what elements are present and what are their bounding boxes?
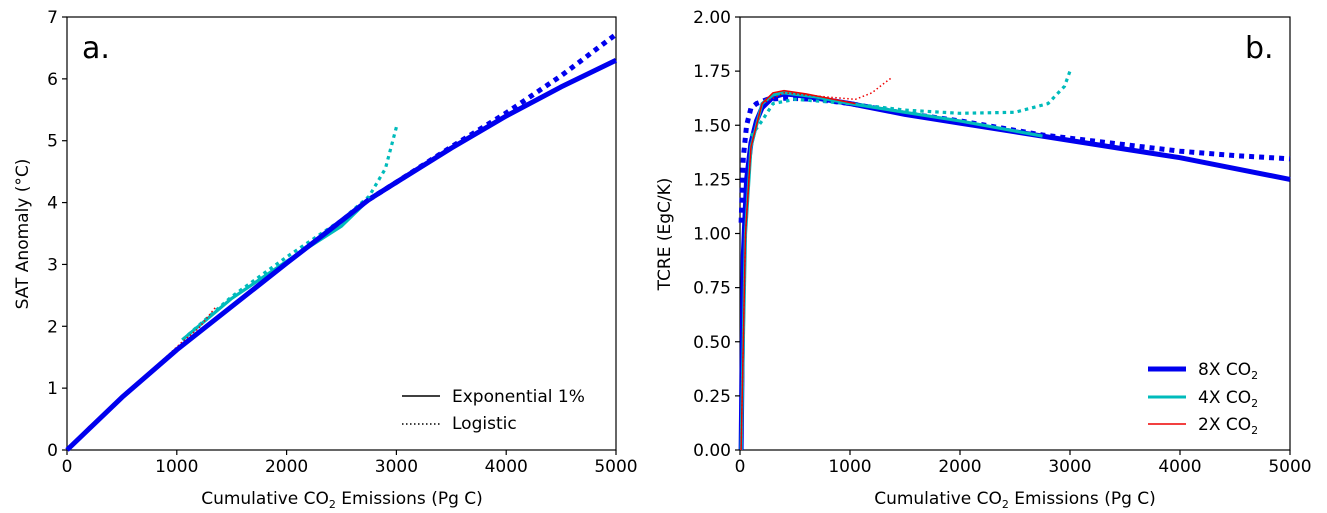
legend-label-logistic: Logistic [452, 414, 517, 434]
x-axis-label-a: Cumulative CO2 Emissions (Pg C) [201, 489, 483, 511]
y-tick-label-b: 1.75 [693, 62, 731, 82]
panel-b: 0 1000 2000 3000 4000 5000 0.00 0.25 0.50 0.75 1.0… [655, 8, 1312, 511]
series-line-a-dotted-5 [66, 307, 216, 451]
series-line-b-dotted-3 [749, 70, 1072, 138]
x-tick-label-a: 4000 [485, 457, 528, 477]
x-axis-label-b: Cumulative CO2 Emissions (Pg C) [874, 489, 1156, 511]
panel-label-a: a. [82, 31, 110, 66]
x-tick-label-a: 3000 [375, 457, 418, 477]
y-axis-label-b: TCRE (EgC/K) [655, 178, 675, 292]
legend-label-4x: 4X CO2 [1198, 388, 1258, 410]
ticks-b: 0 1000 2000 3000 4000 5000 0.00 0.25 0.50 0.75 1.0… [693, 8, 1311, 477]
x-tick-label-a: 1000 [155, 457, 198, 477]
series-line-a-dotted-1 [367, 32, 618, 202]
y-tick-label-b: 1.00 [693, 225, 731, 245]
y-tick-label-a: 1 [47, 379, 58, 399]
series-line-b-dotted-1 [738, 95, 1291, 223]
x-tick-label-a: 2000 [265, 457, 308, 477]
x-tick-label-b: 5000 [1268, 457, 1311, 477]
y-tick-label-a: 5 [47, 132, 58, 152]
y-tick-label-a: 2 [47, 317, 58, 337]
legend-label-exponential: Exponential 1% [452, 387, 585, 407]
y-axis-label-a: SAT Anomaly (°C) [13, 159, 33, 310]
legend-a: Exponential 1% Logistic [402, 387, 585, 434]
y-tick-label-a: 7 [47, 8, 58, 28]
x-tick-label-b: 0 [735, 457, 746, 477]
legend-label-2x: 2X CO2 [1198, 415, 1258, 437]
series-line-b-dotted-5 [740, 76, 893, 451]
panel-a: 0 1000 2000 3000 4000 5000 0 1 2 3 4 5 6 7 a. Cumulat… [13, 8, 638, 511]
x-tick-label-b: 2000 [938, 457, 981, 477]
legend-b: 8X CO2 4X CO2 2X CO2 [1148, 360, 1258, 437]
ticks-a: 0 1000 2000 3000 4000 5000 0 1 2 3 4 5 6 7 [47, 8, 637, 477]
legend-label-8x: 8X CO2 [1198, 360, 1258, 382]
y-tick-label-b: 0.50 [693, 333, 731, 353]
panel-label-b: b. [1245, 31, 1274, 66]
series-line-a-solid-6 [65, 197, 371, 452]
y-tick-label-a: 4 [47, 194, 58, 214]
x-tick-label-a: 0 [62, 457, 73, 477]
series-lines-a [65, 32, 618, 452]
series-lines-b [738, 70, 1291, 451]
y-tick-label-a: 0 [47, 441, 58, 461]
x-tick-label-b: 1000 [828, 457, 871, 477]
x-tick-label-a: 5000 [594, 457, 637, 477]
y-tick-label-b: 0.25 [693, 387, 731, 407]
y-tick-label-b: 0.00 [693, 441, 731, 461]
plot-frame-b [739, 16, 1291, 451]
y-tick-label-b: 2.00 [693, 8, 731, 28]
x-tick-label-b: 4000 [1158, 457, 1201, 477]
y-tick-label-b: 1.25 [693, 170, 731, 190]
y-tick-label-b: 0.75 [693, 279, 731, 299]
plot-frame-a [66, 16, 617, 451]
y-tick-label-a: 3 [47, 255, 58, 275]
series-line-b-solid-2 [739, 91, 1043, 451]
x-tick-label-b: 3000 [1048, 457, 1091, 477]
series-line-a-solid-0 [367, 58, 618, 202]
y-tick-label-b: 1.50 [693, 116, 731, 136]
y-tick-label-a: 6 [47, 70, 58, 90]
series-line-b-solid-4 [740, 89, 856, 451]
